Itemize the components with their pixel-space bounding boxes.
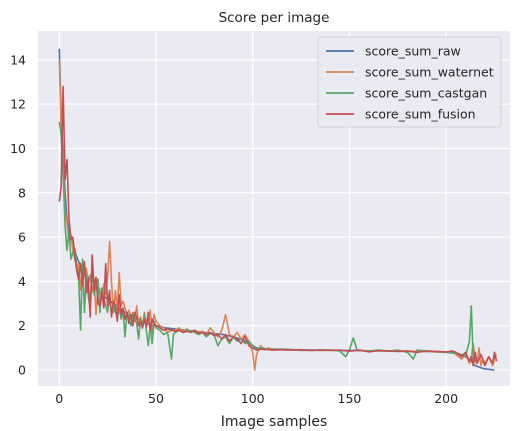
- x-tick-labels: 0 50 100 150 200: [55, 391, 458, 406]
- legend-box: [317, 36, 502, 128]
- x-tick-label: 0: [55, 391, 63, 406]
- y-tick-label: 8: [18, 185, 26, 200]
- chart-title: Score per image: [219, 10, 330, 26]
- legend-label: score_sum_castgan: [365, 86, 487, 101]
- x-axis-label: Image samples: [221, 414, 328, 430]
- y-tick-label: 4: [18, 274, 26, 289]
- x-tick-label: 50: [148, 391, 164, 406]
- series-lines: [58, 48, 498, 371]
- legend-label: score_sum_fusion: [365, 107, 476, 122]
- x-tick-label: 200: [434, 391, 458, 406]
- x-tick-label: 150: [338, 391, 362, 406]
- y-tick-label: 10: [10, 141, 26, 156]
- y-tick-label: 0: [18, 363, 26, 378]
- legend-label: score_sum_raw: [365, 44, 461, 59]
- grid: [38, 31, 510, 386]
- y-tick-label: 2: [18, 318, 26, 333]
- legend-label: score_sum_waternet: [365, 65, 494, 80]
- y-tick-label: 14: [10, 52, 26, 67]
- y-tick-labels: 0 2 4 6 8 10 12 14: [10, 52, 26, 377]
- x-tick-label: 100: [241, 391, 265, 406]
- y-tick-label: 6: [18, 230, 26, 245]
- legend: score_sum_raw score_sum_waternet score_sum…: [317, 36, 502, 128]
- series-line-score-sum-fusion: [58, 85, 498, 367]
- y-tick-label: 12: [10, 97, 26, 112]
